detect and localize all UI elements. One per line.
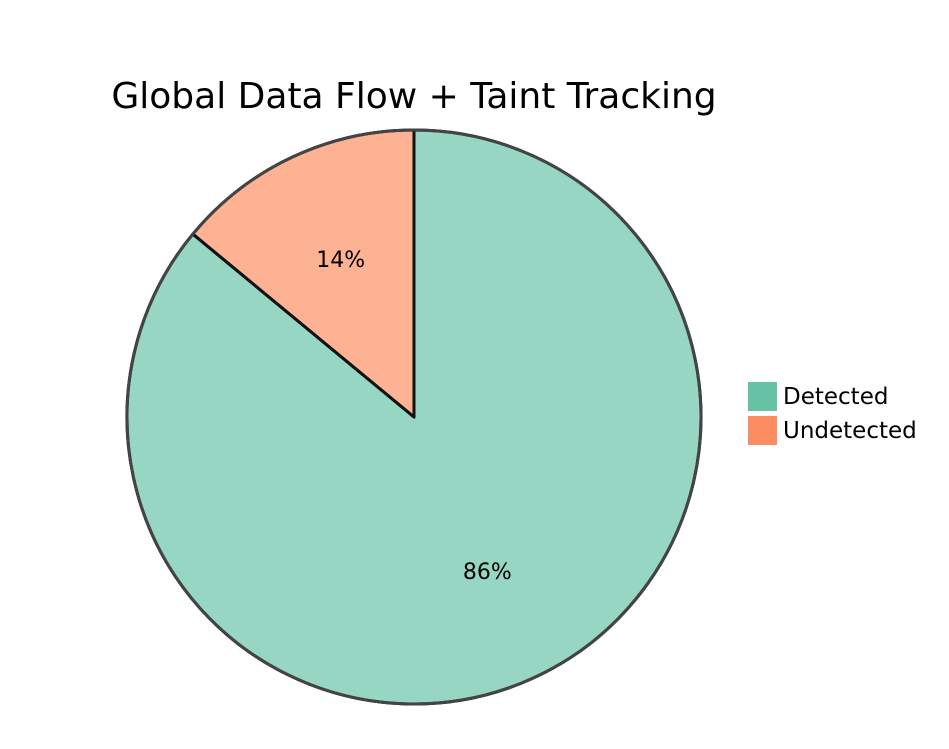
legend-item-detected: Detected [748, 382, 888, 411]
legend-label-detected: Detected [783, 384, 888, 410]
pie-slice-labels: 86% 14% [316, 248, 512, 585]
legend-label-undetected: Undetected [783, 418, 917, 444]
slice-label-detected: 86% [463, 560, 512, 585]
legend-swatch-undetected [748, 416, 777, 445]
pie-outline [125, 128, 703, 706]
pie-slices [125, 128, 703, 706]
slice-label-undetected: 14% [316, 248, 365, 273]
legend-swatch-detected [748, 382, 777, 411]
chart-title: Global Data Flow + Taint Tracking [111, 76, 716, 117]
legend: Detected Undetected [748, 382, 917, 445]
legend-item-undetected: Undetected [748, 416, 917, 445]
